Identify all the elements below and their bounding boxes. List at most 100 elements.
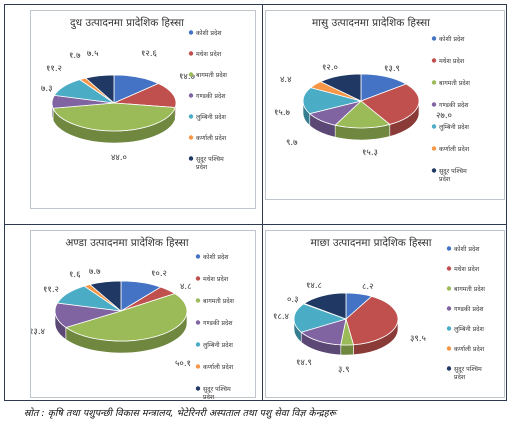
meat-legend-marker-5 [431,124,437,129]
fish-slice-7 [303,292,347,320]
egg-chart-title: अण्डा उत्पादनमा प्रादेशिक हिस्सा [65,236,188,249]
egg-legend-marker-3 [195,298,201,303]
fish-legend-marker-6 [446,346,452,351]
fish-legend-marker-1 [446,246,452,251]
milk-data-label-7: ७.५ [87,49,99,59]
fish-data-label-6: ०.३ [287,295,299,305]
meat-legend-label-1: कोशी प्रदेश [439,35,465,43]
fish-legend-marker-2 [446,266,452,271]
fish-legend-label-2: मधेश प्रदेश [454,265,480,273]
milk-chart-panel: दुध उत्पादनमा प्रादेशिक हिस्सा १२.६ १४.७ ४४… [30,10,256,209]
milk-legend-label-6: कर्णाली प्रदेश [196,134,227,142]
fish-data-label-1: ८.२ [362,282,374,292]
meat-legend-label-7: सुदूर पश्चिम प्रदेश [439,167,467,183]
egg-slice-3 [64,293,188,342]
meat-chart-panel: मासु उत्पादनमा प्रादेशिक हिस्सा १३.९ २७.० १… [265,10,505,200]
fish-legend-label-3: बागमती प्रदेश [454,285,486,293]
fish-data-label-5: १८.४ [273,312,289,322]
meat-data-label-7: १२.० [322,63,338,73]
egg-legend-marker-1 [195,254,201,259]
fish-legend: कोशी प्रदेश मधेश प्रदेश बागमती प्रदेश गण्डक… [446,245,486,381]
meat-legend-marker-7 [431,168,437,173]
horizontal-divider [4,224,507,225]
egg-legend-marker-4 [195,320,201,325]
fish-pie-chart: माछा उत्पादनमा प्रादेशिक हिस्सा ८.२ ३९.५ ३.… [273,236,486,381]
egg-legend-label-2: मधेश प्रदेश [203,275,229,283]
meat-legend-marker-4 [431,102,437,107]
meat-legend-label-6: कर्णाली प्रदेश [439,145,470,153]
milk-data-label-5: ११.२ [46,64,62,74]
meat-legend-marker-6 [431,146,437,151]
milk-legend-marker-4 [188,93,194,98]
meat-data-label-4: ९.७ [286,138,298,148]
egg-legend-label-1: कोशी प्रदेश [203,253,229,261]
milk-legend-label-3: बागमती प्रदेश [196,71,228,79]
meat-data-label-2: २७.० [436,111,452,121]
meat-legend-label-2: मधेश प्रदेश [439,57,465,65]
egg-data-label-3: ५०.१ [175,359,191,369]
milk-chart-title: दुध उत्पादनमा प्रादेशिक हिस्सा [70,16,184,30]
milk-legend-label-2: मधेश प्रदेश [196,50,222,58]
meat-legend-marker-3 [431,80,437,85]
fish-slice-4 [300,318,347,346]
egg-data-label-7: ७.७ [89,267,101,277]
egg-legend-label-6: कर्णाली प्रदेश [203,363,234,371]
meat-slice-3 [334,100,391,129]
milk-legend-marker-2 [188,51,194,56]
egg-pie-chart: अण्डा उत्पादनमा प्रादेशिक हिस्सा १०.२ ४.८ ५… [31,236,235,399]
egg-data-label-6: १.६ [69,270,81,280]
source-note: स्रोत : कृषि तथा पशुपन्छी विकास मन्त्राल… [24,408,337,419]
meat-data-label-5: १५.७ [274,108,291,118]
egg-legend-label-7: सुदूर पश्चिम प्रदेश [203,385,231,399]
meat-legend-label-5: लुम्बिनी प्रदेश [439,123,470,131]
meat-legend-marker-2 [431,58,437,63]
fish-chart-title: माछा उत्पादनमा प्रादेशिक हिस्सा [311,236,432,249]
fish-slice-5 [293,303,348,333]
milk-legend-marker-5 [188,114,194,119]
milk-legend-marker-6 [188,135,194,140]
meat-data-label-1: १३.९ [384,64,400,74]
milk-legend-label-4: गण्डकी प्रदेश [196,92,226,100]
fish-legend-label-5: लुम्बिनी प्रदेश [454,325,485,333]
fish-legend-marker-7 [446,366,452,371]
egg-chart-panel: अण्डा उत्पादनमा प्रादेशिक हिस्सा १०.२ ४.८ ५… [30,230,256,399]
fish-legend-label-7: सुदूर पश्चिम प्रदेश [454,365,482,381]
egg-legend-label-5: लुम्बिनी प्रदेश [203,341,234,349]
milk-slice-2 [113,83,177,108]
meat-slice-2 [360,83,420,125]
fish-data-label-4: १४.९ [296,358,312,368]
fish-legend-label-1: कोशी प्रदेश [454,245,480,253]
egg-data-label-1: १०.२ [151,269,167,279]
egg-data-label-5: ११.२ [43,285,59,295]
meat-pie-chart: मासु उत्पादनमा प्रादेशिक हिस्सा १३.९ २७.० १… [274,16,471,183]
vertical-divider [262,4,263,401]
milk-data-label-4: ७.३ [41,84,53,94]
egg-legend-marker-5 [195,342,201,347]
fish-legend-label-4: गण्डकी प्रदेश [454,305,484,313]
fish-legend-label-6: कर्णाली प्रदेश [454,345,485,353]
milk-legend-marker-1 [188,30,194,35]
milk-legend-marker-3 [188,72,194,77]
milk-data-label-3: ४४.० [111,153,127,163]
meat-legend: कोशी प्रदेश मधेश प्रदेश बागमती प्रदेश गण्डक… [431,35,471,183]
milk-legend-marker-7 [188,156,194,161]
fish-data-label-7: १४.८ [306,281,322,291]
meat-data-label-3: १५.३ [362,148,378,158]
egg-data-label-2: ४.८ [180,282,192,292]
fish-data-label-2: ३९.५ [410,334,426,344]
egg-legend-marker-2 [195,276,201,281]
milk-legend-label-5: लुम्बिनी प्रदेश [196,113,227,121]
meat-slice-7 [319,73,362,102]
egg-data-label-4: १३.४ [31,327,45,337]
egg-slice-7 [89,280,122,312]
milk-legend-label-7: सुदूर पश्चिम प्रदेश [196,155,224,171]
fish-slice-2 [345,295,399,346]
meat-slice-1 [360,73,408,102]
meat-legend-marker-1 [431,36,437,41]
meat-chart-title: मासु उत्पादनमा प्रादेशिक हिस्सा [312,16,430,29]
milk-pie-chart: दुध उत्पादनमा प्रादेशिक हिस्सा १२.६ १४.७ ४४… [41,16,228,171]
meat-legend-label-4: गण्डकी प्रदेश [439,101,469,109]
fish-legend-marker-4 [446,306,452,311]
milk-legend-label-1: कोशी प्रदेश [196,29,222,37]
milk-data-label-1: १२.६ [141,49,158,59]
